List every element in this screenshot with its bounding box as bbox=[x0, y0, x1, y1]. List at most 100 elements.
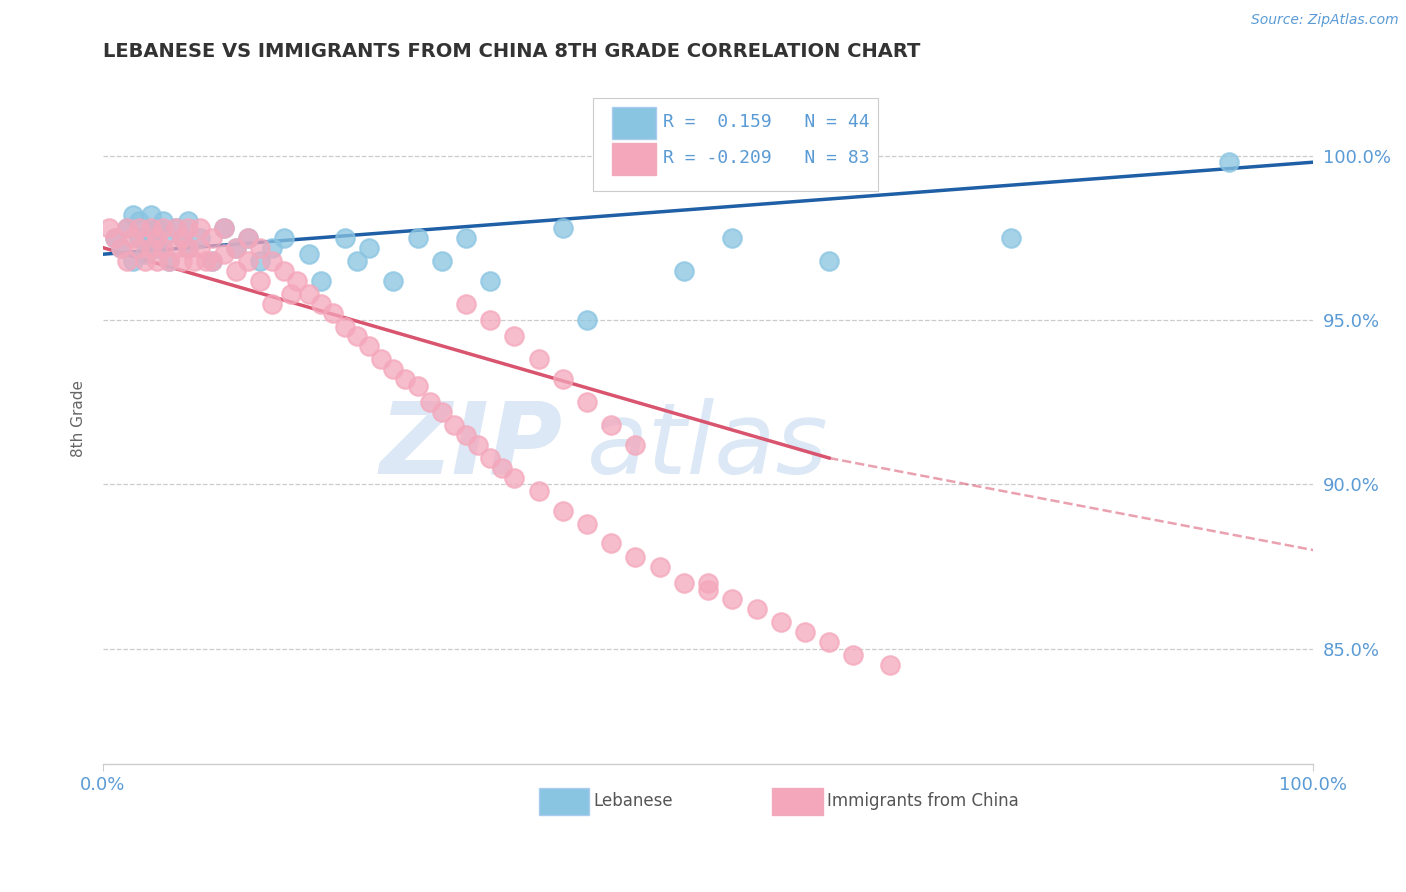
Point bbox=[576, 313, 599, 327]
Point bbox=[551, 221, 574, 235]
Point bbox=[128, 241, 150, 255]
Point bbox=[745, 602, 768, 616]
Point bbox=[394, 372, 416, 386]
Point bbox=[879, 658, 901, 673]
Point bbox=[551, 372, 574, 386]
Point bbox=[141, 227, 163, 242]
Point bbox=[170, 253, 193, 268]
Point bbox=[188, 221, 211, 235]
Y-axis label: 8th Grade: 8th Grade bbox=[72, 380, 86, 457]
Point bbox=[818, 635, 841, 649]
Point bbox=[212, 247, 235, 261]
Point bbox=[406, 378, 429, 392]
Point bbox=[201, 253, 224, 268]
Point bbox=[491, 461, 513, 475]
Point bbox=[170, 231, 193, 245]
Point bbox=[842, 648, 865, 663]
Point bbox=[430, 253, 453, 268]
Point bbox=[454, 231, 477, 245]
Point bbox=[818, 253, 841, 268]
Point bbox=[672, 576, 695, 591]
Point bbox=[333, 319, 356, 334]
Point bbox=[122, 231, 145, 245]
Point bbox=[141, 221, 163, 235]
Point bbox=[322, 306, 344, 320]
Text: R = -0.209   N = 83: R = -0.209 N = 83 bbox=[664, 149, 870, 167]
Point bbox=[430, 405, 453, 419]
Point bbox=[97, 221, 120, 235]
Point bbox=[697, 576, 720, 591]
FancyBboxPatch shape bbox=[538, 788, 589, 814]
Point bbox=[443, 418, 465, 433]
Point bbox=[183, 253, 205, 268]
Point bbox=[176, 214, 198, 228]
Point bbox=[600, 418, 623, 433]
Point bbox=[479, 273, 502, 287]
Point bbox=[115, 221, 138, 235]
Point bbox=[188, 231, 211, 245]
Point bbox=[527, 352, 550, 367]
Point bbox=[454, 428, 477, 442]
Point bbox=[479, 450, 502, 465]
FancyBboxPatch shape bbox=[593, 97, 877, 191]
Point bbox=[624, 549, 647, 564]
Point bbox=[134, 247, 156, 261]
Point bbox=[479, 313, 502, 327]
Point bbox=[273, 231, 295, 245]
Point bbox=[503, 471, 526, 485]
Point bbox=[176, 221, 198, 235]
Text: LEBANESE VS IMMIGRANTS FROM CHINA 8TH GRADE CORRELATION CHART: LEBANESE VS IMMIGRANTS FROM CHINA 8TH GR… bbox=[103, 42, 921, 61]
Text: Lebanese: Lebanese bbox=[593, 792, 672, 810]
Point bbox=[262, 253, 284, 268]
Point bbox=[454, 296, 477, 310]
Point bbox=[152, 241, 174, 255]
Point bbox=[600, 536, 623, 550]
Point bbox=[1218, 155, 1240, 169]
Point bbox=[128, 214, 150, 228]
Text: Source: ZipAtlas.com: Source: ZipAtlas.com bbox=[1251, 13, 1399, 28]
Point bbox=[236, 253, 259, 268]
Point bbox=[503, 329, 526, 343]
Point bbox=[176, 241, 198, 255]
Point bbox=[146, 241, 169, 255]
Point bbox=[201, 231, 224, 245]
Point bbox=[152, 231, 174, 245]
Point bbox=[194, 253, 217, 268]
Point bbox=[146, 221, 169, 235]
Point bbox=[225, 241, 247, 255]
Point bbox=[122, 208, 145, 222]
Point bbox=[382, 273, 405, 287]
Point bbox=[170, 231, 193, 245]
Point bbox=[262, 241, 284, 255]
Point bbox=[165, 241, 187, 255]
Point bbox=[176, 241, 198, 255]
Point bbox=[624, 438, 647, 452]
Point bbox=[122, 253, 145, 268]
Point bbox=[467, 438, 489, 452]
Point bbox=[201, 253, 224, 268]
Point bbox=[359, 241, 381, 255]
FancyBboxPatch shape bbox=[772, 788, 823, 814]
Point bbox=[128, 221, 150, 235]
Point bbox=[309, 273, 332, 287]
Point bbox=[236, 231, 259, 245]
Point bbox=[146, 253, 169, 268]
Point bbox=[225, 241, 247, 255]
Point bbox=[273, 263, 295, 277]
Point bbox=[104, 231, 127, 245]
Point bbox=[406, 231, 429, 245]
Point bbox=[262, 296, 284, 310]
Point bbox=[576, 516, 599, 531]
Point bbox=[370, 352, 392, 367]
Point bbox=[280, 286, 302, 301]
Point bbox=[793, 625, 815, 640]
Point bbox=[359, 339, 381, 353]
Point bbox=[298, 247, 321, 261]
Point bbox=[697, 582, 720, 597]
Point bbox=[212, 221, 235, 235]
Point bbox=[309, 296, 332, 310]
Point bbox=[648, 559, 671, 574]
Point bbox=[551, 503, 574, 517]
Point bbox=[346, 253, 368, 268]
Point bbox=[134, 253, 156, 268]
